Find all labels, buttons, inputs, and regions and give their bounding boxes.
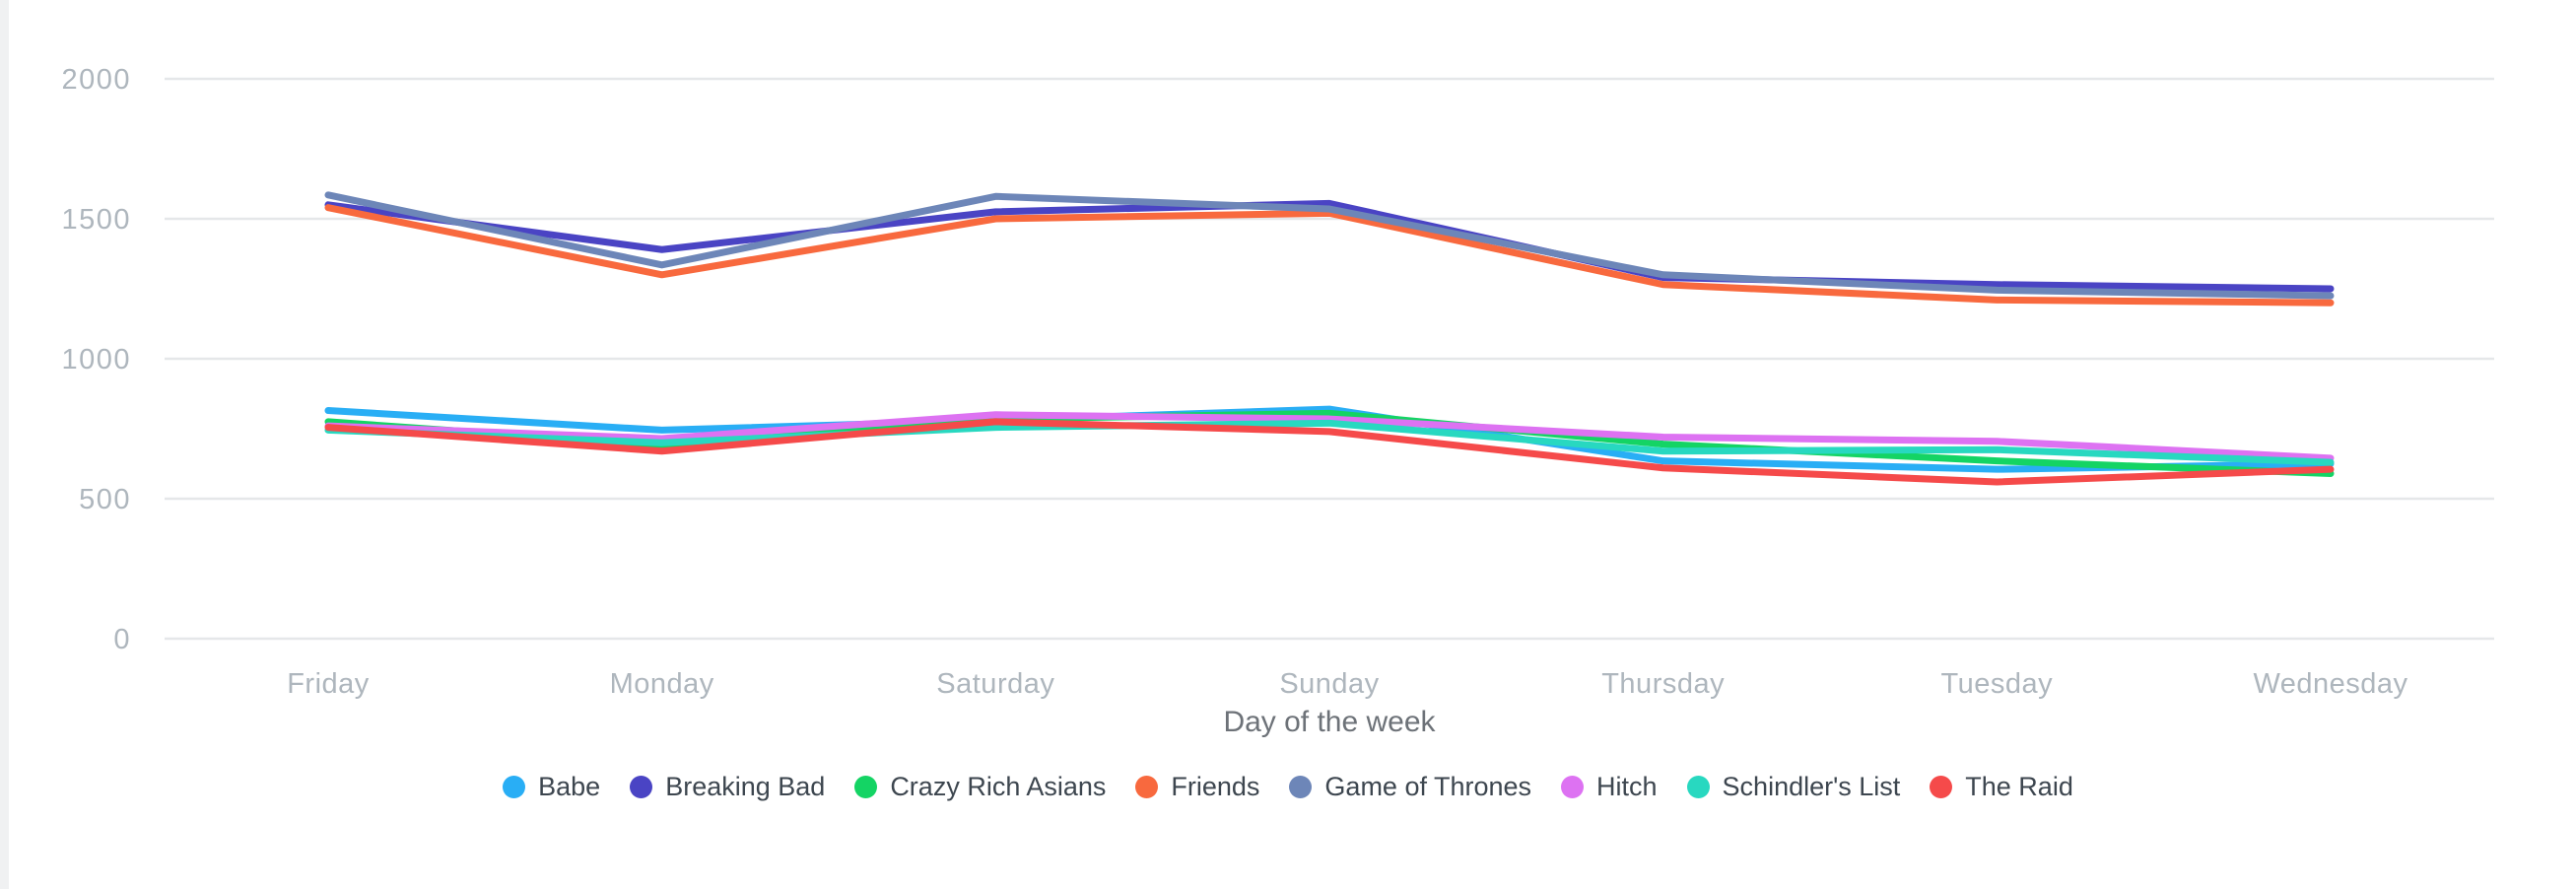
x-tick-label-wednesday: Wednesday (2253, 668, 2407, 700)
legend-item-babe[interactable]: Babe (503, 770, 600, 803)
x-tick-label-friday: Friday (287, 668, 370, 700)
y-tick-label-1500: 1500 (61, 204, 131, 236)
legend-label-the-raid: The Raid (1965, 772, 2073, 801)
legend-item-hitch[interactable]: Hitch (1561, 770, 1658, 803)
legend-dot-crazy-rich-asians (854, 775, 878, 798)
series-line-schindler-s-list[interactable] (324, 419, 2335, 466)
series-line-the-raid[interactable] (324, 418, 2335, 486)
legend-label-crazy-rich-asians: Crazy Rich Asians (890, 772, 1107, 801)
x-axis-title: Day of the week (1223, 706, 1436, 738)
grid-layer (165, 77, 2494, 641)
y-tick-label-2000: 2000 (61, 64, 131, 96)
left-edge-strip (0, 0, 9, 889)
series-line-hitch[interactable] (324, 411, 2335, 462)
legend-label-breaking-bad: Breaking Bad (665, 772, 826, 801)
legend-item-crazy-rich-asians[interactable]: Crazy Rich Asians (854, 770, 1106, 803)
x-tick-label-saturday: Saturday (936, 668, 1054, 700)
series-line-friends[interactable] (324, 204, 2335, 307)
legend-dot-babe (503, 775, 526, 798)
y-tick-label-500: 500 (79, 484, 131, 515)
x-tick-label-monday: Monday (610, 668, 714, 700)
legend-item-breaking-bad[interactable]: Breaking Bad (630, 770, 825, 803)
series-line-breaking-bad[interactable] (324, 199, 2335, 293)
y-tick-label-1000: 1000 (61, 344, 131, 376)
legend-item-friends[interactable]: Friends (1135, 770, 1259, 803)
legend-label-friends: Friends (1171, 772, 1260, 801)
legend-dot-schindler-s-list (1686, 775, 1710, 798)
legend-item-game-of-thrones[interactable]: Game of Thrones (1289, 770, 1531, 803)
x-tick-label-tuesday: Tuesday (1941, 668, 2054, 700)
legend-dot-breaking-bad (630, 775, 653, 798)
legend-dot-game-of-thrones (1289, 775, 1313, 798)
legend-dot-hitch (1561, 775, 1585, 798)
x-tick-label-thursday: Thursday (1601, 668, 1725, 700)
tick-layer: 0 500 1000 1500 2000 Friday Monday Saturday Sund… (61, 64, 2407, 700)
legend-label-hitch: Hitch (1596, 772, 1658, 801)
line-chart: 0 500 1000 1500 2000 Friday Monday Saturday Sund… (61, 64, 2494, 738)
series-line-game-of-thrones[interactable] (324, 191, 2335, 300)
legend-label-schindler-s-list: Schindler's List (1722, 772, 1901, 801)
legend-label-babe: Babe (538, 772, 601, 801)
chart-legend: Babe Breaking Bad Crazy Rich Asians Friends… (0, 770, 2576, 803)
x-tick-label-sunday: Sunday (1279, 668, 1379, 700)
legend-item-the-raid[interactable]: The Raid (1930, 770, 2073, 803)
series-layer (324, 191, 2335, 486)
y-tick-label-0: 0 (113, 624, 131, 655)
legend-dot-the-raid (1930, 775, 1953, 798)
legend-label-game-of-thrones: Game of Thrones (1324, 772, 1532, 801)
series-line-babe[interactable] (324, 405, 2335, 473)
legend-item-schindler-s-list[interactable]: Schindler's List (1686, 770, 1901, 803)
legend-dot-friends (1135, 775, 1159, 798)
